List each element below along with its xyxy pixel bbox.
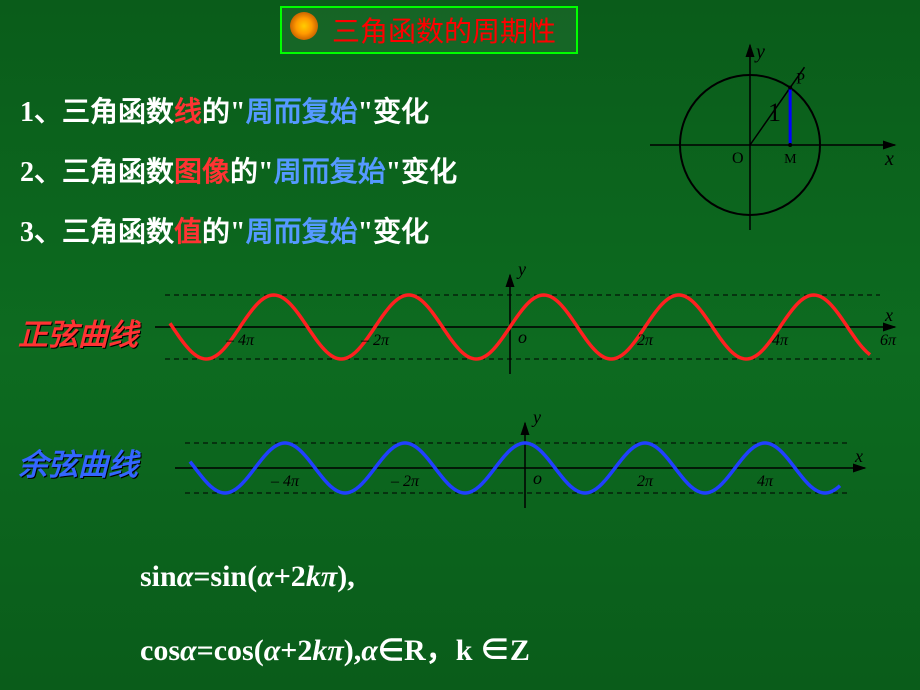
svg-text:6π: 6π xyxy=(880,332,897,349)
svg-text:4π: 4π xyxy=(772,332,789,349)
svg-text:4π: 4π xyxy=(757,473,774,490)
svg-text:o: o xyxy=(518,327,527,347)
svg-text:– 2π: – 2π xyxy=(390,473,420,490)
sine-curve-label: 正弦曲线 xyxy=(18,310,138,354)
sine-chart: – 4π – 2π 2π 4π 6π o y x xyxy=(140,262,900,392)
svg-text:– 2π: – 2π xyxy=(360,332,390,349)
svg-text:x: x xyxy=(884,305,893,325)
formula-cos: cosα=cos(α+2kπ),α∈R，k ∈Z xyxy=(140,625,530,669)
bullet-point: 2、三角函数图像的"周而复始"变化 xyxy=(20,150,457,190)
svg-text:M: M xyxy=(784,152,797,167)
svg-text:– 4π: – 4π xyxy=(225,332,255,349)
cosine-curve-label: 余弦曲线 xyxy=(18,440,138,484)
svg-text:x: x xyxy=(884,148,894,170)
svg-text:2π: 2π xyxy=(637,473,654,490)
cosine-chart: – 4π – 2π 2π 4π o y x xyxy=(140,400,900,525)
svg-text:y: y xyxy=(754,41,765,63)
svg-text:P: P xyxy=(796,71,805,88)
svg-text:y: y xyxy=(531,407,541,427)
slide-title: 三角函数的周期性 xyxy=(332,17,556,48)
slide-title-box: 三角函数的周期性 xyxy=(280,6,578,54)
bullet-point: 3、三角函数值的"周而复始"变化 xyxy=(20,210,429,250)
svg-text:o: o xyxy=(533,468,542,488)
svg-text:2π: 2π xyxy=(637,332,654,349)
unit-circle-diagram: y x O M P1 xyxy=(640,40,900,235)
formula-sin: sinα=sin(α+2kπ), xyxy=(140,560,355,594)
svg-text:x: x xyxy=(854,446,863,466)
bullet-point: 1、三角函数线的"周而复始"变化 xyxy=(20,90,429,130)
svg-text:y: y xyxy=(516,262,526,279)
svg-text:O: O xyxy=(732,150,744,167)
svg-text:1: 1 xyxy=(768,98,781,127)
svg-text:– 4π: – 4π xyxy=(270,473,300,490)
